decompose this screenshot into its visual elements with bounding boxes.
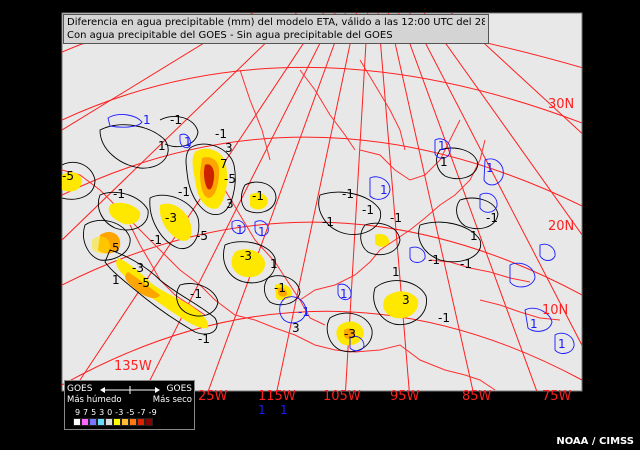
contour-label: 3: [226, 197, 234, 211]
contour-labels-negative: 1 1 1 1 -1 1 1 1 1 1 1 1 1: [143, 113, 566, 417]
contour-label: 1: [438, 139, 446, 153]
contour-label: 3: [292, 321, 300, 335]
contour-label: -5: [224, 172, 236, 186]
map-panel: [61, 12, 583, 392]
contour-label: -1: [178, 185, 190, 199]
latitude-label: 10N: [542, 303, 568, 318]
contour-label: -5: [196, 229, 208, 243]
contour-label: -5: [138, 276, 150, 290]
contour-label: -3: [165, 211, 177, 225]
longitude-label: 95W: [390, 389, 420, 404]
legend-right-label: GOES: [166, 384, 192, 394]
contour-label: -1: [486, 211, 498, 225]
legend-drier-label: Más seco: [152, 395, 192, 405]
legend-wetter-label: Más húmedo: [67, 395, 122, 405]
contour-label: 1: [558, 337, 566, 351]
contour-label: 1: [270, 257, 278, 271]
contour-label: 1: [258, 403, 266, 417]
contour-label: -1: [438, 311, 450, 325]
longitude-label: 25W: [198, 389, 228, 404]
contour-label: 1: [258, 225, 266, 239]
contour-label: -1: [170, 113, 182, 127]
latitude-label: 30N: [548, 97, 574, 112]
map-title: Diferencia en agua precipitable (mm) del…: [63, 14, 489, 44]
contour-label: -3: [344, 327, 356, 341]
contour-label: -1: [322, 215, 334, 229]
legend-swatch: [97, 418, 105, 426]
legend-swatch: [105, 418, 113, 426]
contour-label: 1: [158, 139, 166, 153]
positive-contours: [62, 116, 499, 353]
legend-subheader: Más húmedo Más seco: [67, 395, 192, 405]
contour-label: 1: [380, 183, 388, 197]
contour-label: -1: [150, 233, 162, 247]
contour-label: -1: [298, 305, 310, 319]
contour-label: -1: [190, 287, 202, 301]
contour-labels: -1 -1 3 7 -5 -1 3 -5 -1 -3 -5 5 -1 -3 1 …: [62, 113, 498, 346]
title-line-2: Con agua precipitable del GOES - Sin agu…: [67, 30, 393, 41]
longitude-label: 135W: [114, 359, 152, 374]
contour-label: -3: [240, 249, 252, 263]
credit-label: NOAA / CIMSS: [556, 436, 634, 447]
legend-swatch: [137, 418, 145, 426]
legend-swatch: [129, 418, 137, 426]
contour-label: -3: [132, 261, 144, 275]
contour-label: 1: [530, 317, 538, 331]
longitude-label: 115W: [258, 389, 296, 404]
contour-label: -1: [342, 187, 354, 201]
contour-label: 1: [236, 223, 244, 237]
legend-swatch: [81, 418, 89, 426]
color-legend: GOES GOES Más húmedo Más seco 9 7 5 3 0 …: [64, 380, 195, 430]
legend-swatch: [89, 418, 97, 426]
graticule-labels: 30N 20N 10N 135W 25W 115W 105W 95W 85W 7…: [114, 97, 574, 404]
contour-label: -1: [113, 187, 125, 201]
contour-label: -5: [62, 169, 74, 183]
contour-label: -1: [460, 257, 472, 271]
legend-swatch: [73, 418, 81, 426]
negative-contours: [107, 114, 575, 354]
latitude-label: 20N: [548, 219, 574, 234]
contour-label: 7: [220, 157, 228, 171]
legend-swatch: [113, 418, 121, 426]
double-arrow-icon: [100, 386, 160, 394]
legend-header: GOES GOES: [67, 384, 192, 395]
contour-label: 1: [340, 287, 348, 301]
title-line-1: Diferencia en agua precipitable (mm) del…: [67, 17, 485, 28]
longitude-label: 75W: [542, 389, 572, 404]
contour-label: 1: [440, 155, 448, 169]
contour-label: 1: [143, 113, 151, 127]
contour-label: -1: [428, 253, 440, 267]
contour-label: 1: [184, 135, 192, 149]
contour-label: -1: [274, 281, 286, 295]
contour-label: -1: [252, 189, 264, 203]
legend-swatches: [73, 418, 153, 426]
contour-label: -1: [215, 127, 227, 141]
contour-label: 1: [486, 161, 494, 175]
legend-left-label: GOES: [67, 384, 93, 394]
legend-swatch: [145, 418, 153, 426]
contour-label: 1: [470, 229, 478, 243]
contour-label: -1: [362, 203, 374, 217]
contour-label: -1: [198, 332, 210, 346]
contour-label: 3: [402, 293, 410, 307]
legend-swatch: [121, 418, 129, 426]
contour-label: 3: [225, 141, 233, 155]
longitude-label: 85W: [462, 389, 492, 404]
moist-difference-fills: [62, 148, 419, 346]
contour-label: 5: [112, 241, 120, 255]
contour-label: 1: [280, 403, 288, 417]
contour-label: 1: [392, 265, 400, 279]
contour-label: 1: [112, 273, 120, 287]
contour-label: -1: [390, 211, 402, 225]
longitude-label: 105W: [323, 389, 361, 404]
legend-scale: 9 7 5 3 0 -3 -5 -7 -9: [75, 408, 157, 417]
